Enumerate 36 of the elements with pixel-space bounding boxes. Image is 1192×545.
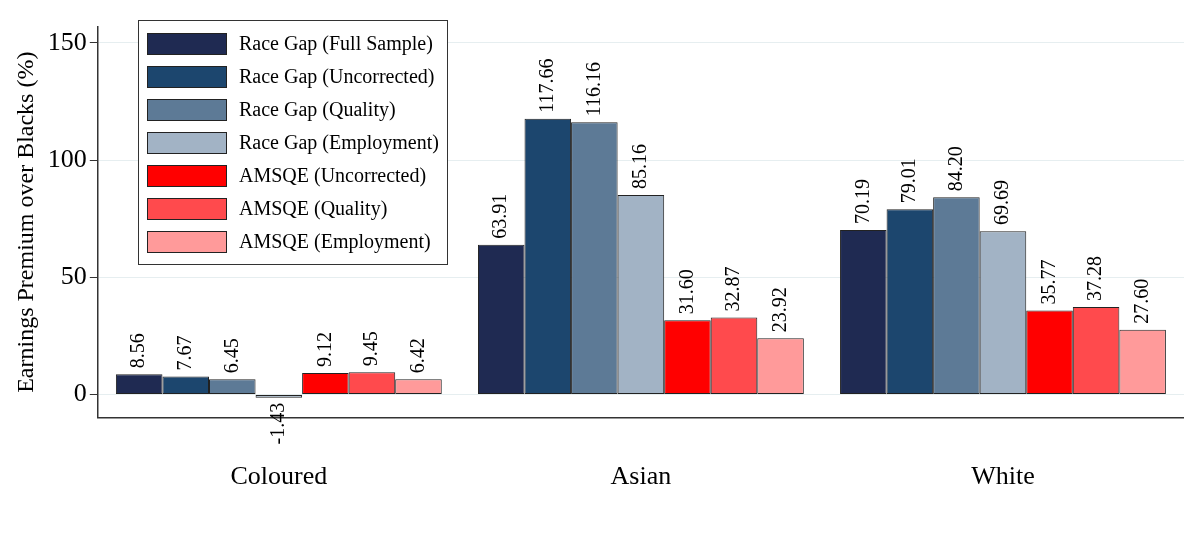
data-label: 23.92 bbox=[767, 287, 790, 333]
data-label: 79.01 bbox=[897, 158, 920, 204]
data-label: 35.77 bbox=[1036, 259, 1059, 305]
data-label: 116.16 bbox=[581, 62, 604, 117]
data-label: 70.19 bbox=[850, 178, 873, 224]
data-label: 84.20 bbox=[943, 146, 966, 192]
x-tick-label: White bbox=[971, 461, 1035, 491]
data-label: 6.42 bbox=[405, 338, 428, 374]
y-tick-label: 50 bbox=[60, 261, 87, 291]
y-axis-title: Earnings Premium over Blacks (%) bbox=[11, 51, 38, 393]
data-label: 8.56 bbox=[126, 333, 149, 369]
data-label: 7.67 bbox=[172, 335, 195, 371]
data-label: 63.91 bbox=[488, 193, 511, 239]
data-label: 9.45 bbox=[359, 331, 382, 367]
data-label: 32.87 bbox=[721, 266, 744, 312]
data-label: 37.28 bbox=[1083, 256, 1106, 302]
y-tick-label: 150 bbox=[47, 26, 87, 56]
x-tick-label: Asian bbox=[610, 461, 672, 491]
legend-label: Race Gap (Full Sample) bbox=[239, 32, 433, 55]
y-tick-label: 100 bbox=[47, 143, 87, 173]
data-label: 117.66 bbox=[535, 58, 558, 113]
data-label: 27.60 bbox=[1129, 278, 1152, 324]
legend-label: Race Gap (Employment) bbox=[239, 131, 439, 154]
data-label: 31.60 bbox=[674, 269, 697, 315]
legend-label: AMSQE (Employment) bbox=[239, 230, 431, 253]
data-label: 6.45 bbox=[219, 338, 242, 374]
legend-label: AMSQE (Quality) bbox=[239, 197, 388, 220]
data-label: -1.43 bbox=[266, 402, 289, 445]
data-label: 9.12 bbox=[312, 332, 335, 368]
legend-label: Race Gap (Uncorrected) bbox=[239, 65, 435, 88]
data-label: 85.16 bbox=[628, 143, 651, 189]
data-label: 69.69 bbox=[990, 180, 1013, 226]
legend-label: Race Gap (Quality) bbox=[239, 98, 396, 121]
y-tick-label: 0 bbox=[73, 378, 87, 408]
legend-label: AMSQE (Uncorrected) bbox=[239, 164, 427, 187]
x-tick-label: Coloured bbox=[230, 461, 328, 491]
